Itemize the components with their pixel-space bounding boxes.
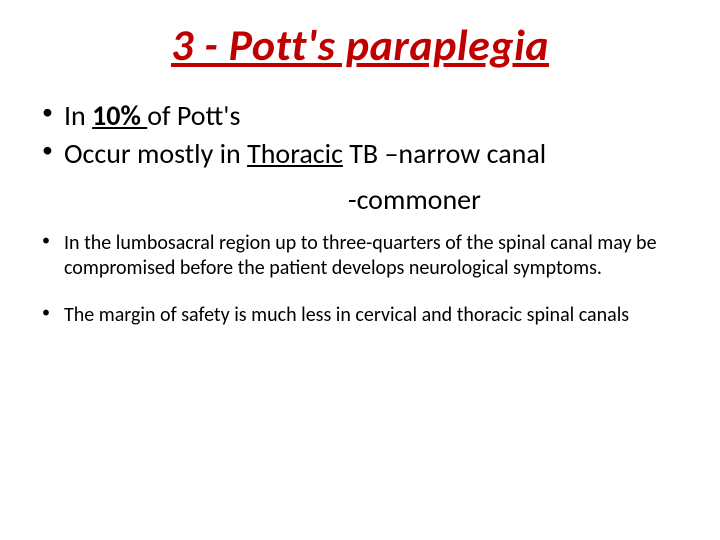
bullet-item: Occur mostly in Thoracic TB –narrow cana… [42,136,692,172]
secondary-bullet-list: In the lumbosacral region up to three-qu… [28,231,692,328]
bullet-item: In the lumbosacral region up to three-qu… [42,231,692,281]
bullet-item: In 10% of Pott's [42,98,692,134]
bullet-item: The margin of safety is much less in cer… [42,303,692,328]
text-run: In [64,98,92,133]
text-run-underline: Thoracic [247,136,343,171]
slide-title: 3 - Pott's paraplegia [28,18,692,72]
text-run-bold-underline: 10% [92,98,147,133]
text-run: of Pott's [147,98,240,133]
text-run: TB –narrow canal [343,136,546,171]
text-run: Occur mostly in [64,136,247,171]
sub-indent-text: -commoner [28,182,692,218]
primary-bullet-list: In 10% of Pott's Occur mostly in Thoraci… [28,98,692,172]
slide: { "title": { "text": "3 - Pott's paraple… [0,0,720,540]
